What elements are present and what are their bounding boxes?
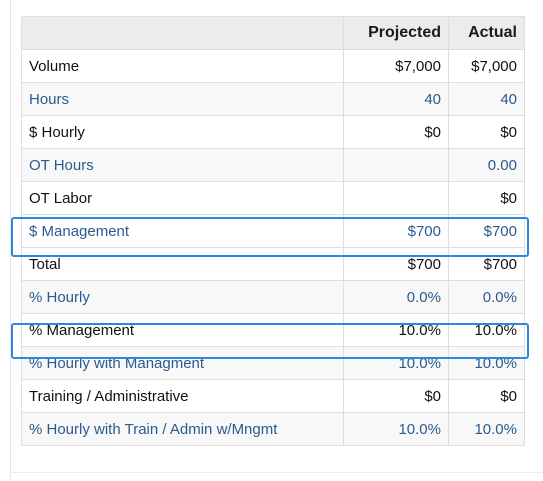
- row-label: $ Hourly: [21, 115, 344, 149]
- row-label: Volume: [21, 49, 344, 83]
- row-label: Training / Administrative: [21, 379, 344, 413]
- row-label: % Management: [21, 313, 344, 347]
- projected-value: $0: [343, 379, 449, 413]
- actual-value: $0: [448, 115, 525, 149]
- row-volume: Volume $7,000 $7,000: [21, 49, 525, 83]
- actual-value: 40: [448, 82, 525, 116]
- row-label: OT Hours: [21, 148, 344, 182]
- bottom-divider: [10, 472, 543, 473]
- actual-value: 10.0%: [448, 313, 525, 347]
- actual-value: $0: [448, 379, 525, 413]
- table-header-row: Projected Actual: [21, 16, 525, 50]
- row-label: % Hourly with Train / Admin w/Mngmt: [21, 412, 344, 446]
- projected-value: [343, 181, 449, 215]
- row-percent-hourly-with-train-admin: % Hourly with Train / Admin w/Mngmt 10.0…: [21, 412, 525, 446]
- row-dollar-management: $ Management $700 $700: [21, 214, 525, 248]
- header-label-cell: [21, 16, 344, 50]
- row-hours: Hours 40 40: [21, 82, 525, 116]
- projected-value: 0.0%: [343, 280, 449, 314]
- projected-value: 10.0%: [343, 313, 449, 347]
- row-percent-management: % Management 10.0% 10.0%: [21, 313, 525, 347]
- actual-value: 0.00: [448, 148, 525, 182]
- header-projected: Projected: [343, 16, 449, 50]
- projected-value: $700: [343, 214, 449, 248]
- row-label: $ Management: [21, 214, 344, 248]
- actual-value: 10.0%: [448, 412, 525, 446]
- row-ot-labor: OT Labor $0: [21, 181, 525, 215]
- row-label: Total: [21, 247, 344, 281]
- row-training-administrative: Training / Administrative $0 $0: [21, 379, 525, 413]
- row-percent-hourly-with-management: % Hourly with Managment 10.0% 10.0%: [21, 346, 525, 380]
- row-ot-hours: OT Hours 0.00: [21, 148, 525, 182]
- actual-value: 0.0%: [448, 280, 525, 314]
- actual-value: 10.0%: [448, 346, 525, 380]
- projected-value: $0: [343, 115, 449, 149]
- row-label: OT Labor: [21, 181, 344, 215]
- row-dollar-hourly: $ Hourly $0 $0: [21, 115, 525, 149]
- row-label: % Hourly: [21, 280, 344, 314]
- actual-value: $700: [448, 214, 525, 248]
- projected-value: 40: [343, 82, 449, 116]
- projected-value: $7,000: [343, 49, 449, 83]
- actual-value: $0: [448, 181, 525, 215]
- row-percent-hourly: % Hourly 0.0% 0.0%: [21, 280, 525, 314]
- labor-summary-table: Projected Actual Volume $7,000 $7,000 Ho…: [21, 16, 525, 446]
- row-label: Hours: [21, 82, 344, 116]
- header-actual: Actual: [448, 16, 525, 50]
- projected-value: 10.0%: [343, 412, 449, 446]
- projected-value: $700: [343, 247, 449, 281]
- projected-value: 10.0%: [343, 346, 449, 380]
- row-total: Total $700 $700: [21, 247, 525, 281]
- row-label: % Hourly with Managment: [21, 346, 344, 380]
- actual-value: $700: [448, 247, 525, 281]
- projected-value: [343, 148, 449, 182]
- actual-value: $7,000: [448, 49, 525, 83]
- left-divider: [10, 0, 11, 481]
